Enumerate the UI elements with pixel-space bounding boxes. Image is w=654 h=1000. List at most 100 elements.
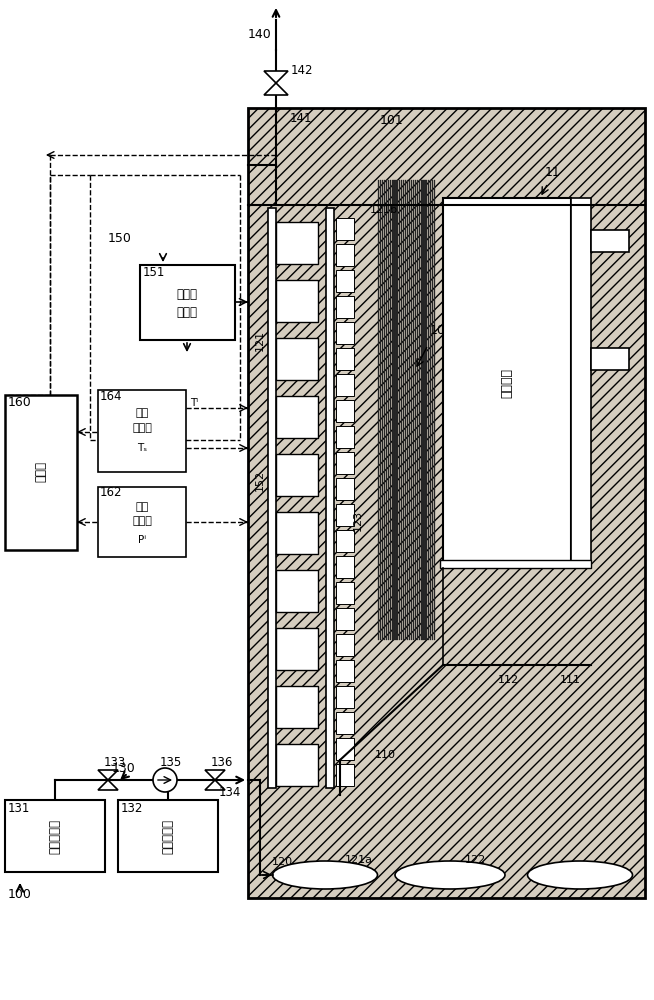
- Bar: [336, 218, 354, 240]
- Bar: [428, 180, 430, 640]
- Circle shape: [153, 768, 177, 792]
- Text: 134: 134: [219, 786, 241, 800]
- Bar: [419, 180, 420, 640]
- Polygon shape: [98, 780, 118, 790]
- Bar: [336, 374, 354, 396]
- Text: 122: 122: [465, 855, 487, 865]
- Text: 132: 132: [121, 802, 143, 814]
- Polygon shape: [264, 83, 288, 95]
- Bar: [405, 180, 406, 640]
- Bar: [413, 180, 414, 640]
- Bar: [417, 180, 418, 640]
- Bar: [248, 108, 645, 898]
- Bar: [336, 764, 354, 786]
- Text: 136: 136: [211, 756, 233, 768]
- Bar: [336, 478, 354, 500]
- Bar: [388, 180, 389, 640]
- Text: 120: 120: [272, 857, 293, 867]
- Bar: [382, 180, 383, 640]
- Bar: [336, 322, 354, 344]
- Bar: [276, 222, 318, 264]
- Bar: [336, 270, 354, 292]
- Text: 制冷剂: 制冷剂: [177, 288, 198, 302]
- Bar: [336, 452, 354, 474]
- Bar: [411, 180, 412, 640]
- Bar: [407, 180, 408, 640]
- Text: 152: 152: [255, 469, 265, 491]
- Bar: [384, 180, 385, 640]
- Bar: [336, 582, 354, 604]
- Ellipse shape: [528, 861, 632, 889]
- Bar: [336, 556, 354, 578]
- Bar: [380, 180, 381, 640]
- Bar: [440, 560, 591, 568]
- Text: Tₛ: Tₛ: [137, 443, 147, 453]
- Text: 130: 130: [112, 762, 136, 774]
- Bar: [98, 390, 186, 472]
- Bar: [403, 180, 404, 640]
- Text: 控制部: 控制部: [35, 462, 48, 483]
- Text: 162: 162: [100, 487, 122, 499]
- Text: 100: 100: [8, 888, 32, 902]
- Bar: [276, 570, 318, 612]
- Text: 原料储藏部: 原料储藏部: [162, 818, 175, 854]
- Bar: [5, 800, 105, 872]
- Bar: [5, 395, 77, 550]
- Text: 151: 151: [143, 266, 165, 279]
- Text: 150: 150: [108, 232, 132, 244]
- Bar: [276, 744, 318, 786]
- Bar: [336, 530, 354, 552]
- Text: 121: 121: [255, 329, 265, 351]
- Bar: [434, 180, 435, 640]
- Text: 135: 135: [160, 756, 182, 768]
- Polygon shape: [98, 770, 118, 780]
- Text: 供给部: 供给部: [177, 306, 198, 320]
- Text: 164: 164: [100, 390, 122, 403]
- Text: 10: 10: [430, 324, 446, 336]
- Text: 111: 111: [560, 675, 581, 685]
- Text: 101: 101: [380, 113, 404, 126]
- Bar: [276, 396, 318, 438]
- Text: 流体储藏部: 流体储藏部: [48, 818, 61, 854]
- Text: 160: 160: [8, 396, 32, 410]
- Bar: [140, 265, 235, 340]
- Bar: [571, 198, 591, 568]
- Text: 温度: 温度: [135, 408, 148, 418]
- Bar: [336, 348, 354, 370]
- Bar: [276, 628, 318, 670]
- Text: 110: 110: [375, 750, 396, 760]
- Text: 检测部: 检测部: [132, 516, 152, 526]
- Bar: [336, 686, 354, 708]
- Text: 131: 131: [8, 802, 30, 814]
- Bar: [432, 180, 434, 640]
- Bar: [415, 180, 416, 640]
- Text: 140: 140: [248, 28, 272, 41]
- Text: 加热器部: 加热器部: [500, 368, 513, 398]
- Bar: [336, 738, 354, 760]
- Text: 112: 112: [498, 675, 519, 685]
- Bar: [409, 180, 410, 640]
- Text: 检测部: 检测部: [132, 423, 152, 433]
- Bar: [336, 426, 354, 448]
- Text: 123: 123: [353, 509, 363, 531]
- Bar: [426, 180, 428, 640]
- Bar: [336, 400, 354, 422]
- Bar: [268, 208, 276, 788]
- Bar: [276, 686, 318, 728]
- Bar: [98, 487, 186, 557]
- Bar: [386, 180, 387, 640]
- Bar: [424, 180, 426, 640]
- Text: Pⁱ: Pⁱ: [138, 535, 146, 545]
- Bar: [591, 230, 629, 252]
- Ellipse shape: [273, 861, 377, 889]
- Bar: [336, 660, 354, 682]
- Text: 11: 11: [545, 166, 560, 180]
- Text: 133: 133: [104, 756, 126, 768]
- Bar: [336, 712, 354, 734]
- Text: 121a: 121a: [345, 855, 373, 865]
- Bar: [591, 348, 629, 370]
- Bar: [421, 180, 422, 640]
- Text: 121b: 121b: [370, 205, 398, 215]
- Ellipse shape: [395, 861, 505, 889]
- Text: 141: 141: [290, 111, 313, 124]
